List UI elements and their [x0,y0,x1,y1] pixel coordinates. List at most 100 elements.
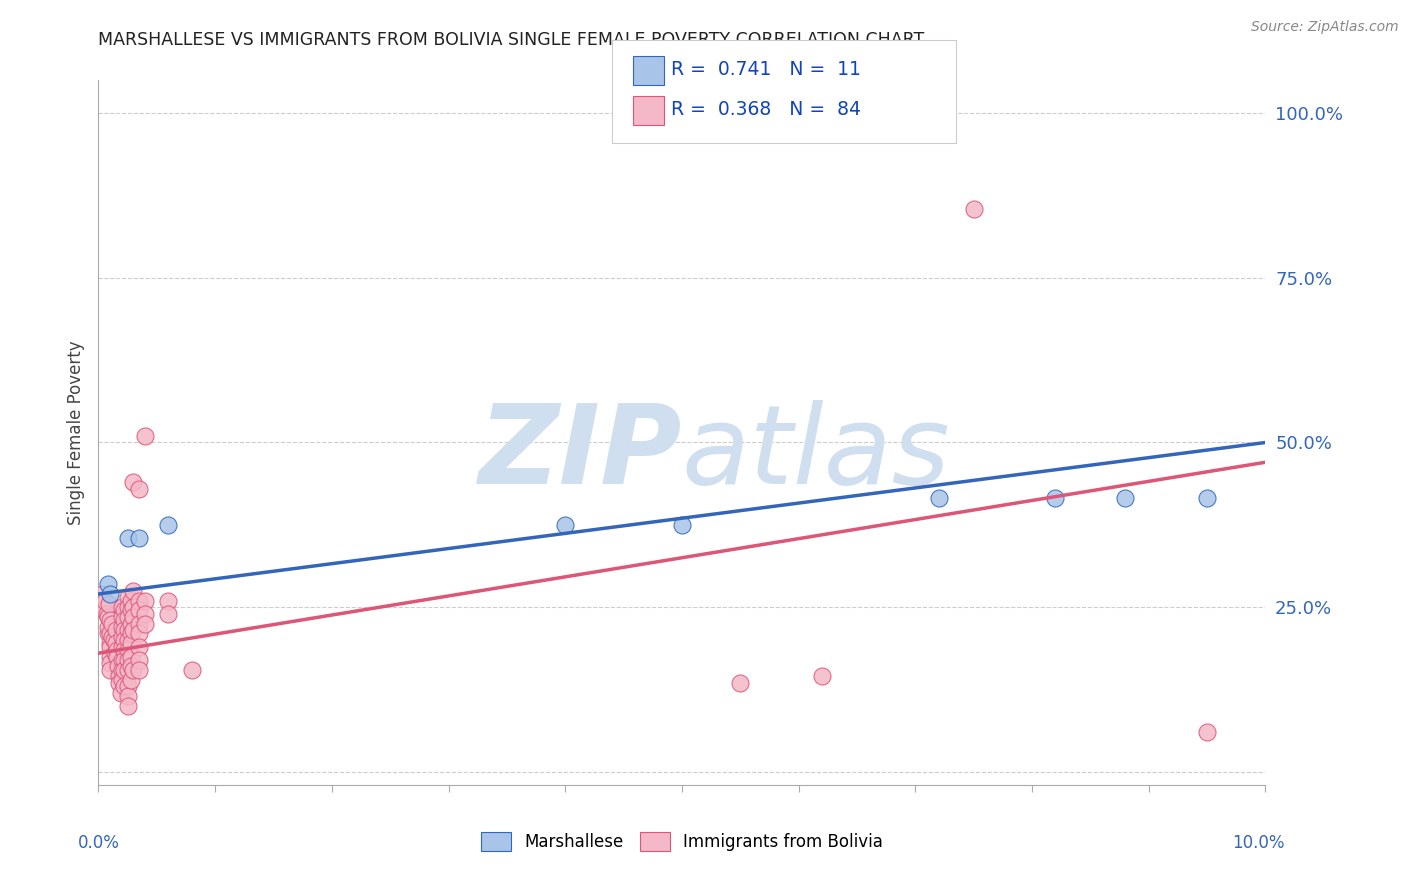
Text: 10.0%: 10.0% [1232,834,1285,852]
Point [101,616,124,631]
Point [98,663,121,677]
Point [120,659,142,673]
Point [117,610,139,624]
Text: 0.0%: 0.0% [77,834,120,852]
Point [128,626,150,640]
Point [111,663,134,677]
Point [122,583,145,598]
Point [962,202,984,216]
Point [128,531,150,545]
Point [112,643,135,657]
Point [112,603,135,617]
Point [117,633,139,648]
Point [112,653,135,667]
Point [117,679,139,693]
Point [120,603,142,617]
Point [122,475,145,489]
Point [157,607,180,621]
Point [134,429,156,443]
Point [108,676,131,690]
Point [134,607,156,621]
Point [112,633,135,648]
Point [120,649,142,664]
Point [1045,491,1067,506]
Legend: Marshallese, Immigrants from Bolivia: Marshallese, Immigrants from Bolivia [474,825,890,858]
Point [671,517,693,532]
Text: MARSHALLESE VS IMMIGRANTS FROM BOLIVIA SINGLE FEMALE POVERTY CORRELATION CHART: MARSHALLESE VS IMMIGRANTS FROM BOLIVIA S… [98,31,925,49]
Point [111,653,134,667]
Point [98,636,121,650]
Point [128,653,150,667]
Point [111,610,134,624]
Point [122,600,145,615]
Point [554,517,576,532]
Point [128,482,150,496]
Point [120,616,142,631]
Point [117,698,139,713]
Point [111,630,134,644]
Point [157,517,180,532]
Point [157,593,180,607]
Point [811,669,834,683]
Point [93,603,115,617]
Point [98,640,121,654]
Point [120,626,142,640]
Point [117,591,139,605]
Point [104,623,127,637]
Text: R =  0.368   N =  84: R = 0.368 N = 84 [671,100,860,120]
Point [1195,491,1218,506]
Point [134,593,156,607]
Point [180,663,202,677]
Point [928,491,950,506]
Point [117,689,139,703]
Point [128,593,150,607]
Point [112,613,135,627]
Point [112,679,135,693]
Point [90,587,112,601]
Point [112,663,135,677]
Point [117,653,139,667]
Point [111,640,134,654]
Point [108,669,131,683]
Point [111,673,134,687]
Point [105,649,128,664]
Point [97,610,120,624]
Text: Source: ZipAtlas.com: Source: ZipAtlas.com [1251,20,1399,34]
Point [117,623,139,637]
Y-axis label: Single Female Poverty: Single Female Poverty [66,341,84,524]
Point [103,633,125,648]
Point [98,649,121,664]
Point [120,636,142,650]
Point [97,626,120,640]
Point [117,531,139,545]
Point [730,676,752,690]
Point [96,607,118,621]
Point [120,673,142,687]
Point [128,616,150,631]
Point [101,630,124,644]
Point [117,600,139,615]
Point [110,686,132,700]
Point [122,610,145,624]
Point [128,640,150,654]
Point [117,643,139,657]
Point [94,593,117,607]
Point [134,616,156,631]
Point [1114,491,1136,506]
Point [107,659,129,673]
Point [122,623,145,637]
Point [117,663,139,677]
Point [98,587,121,601]
Point [97,597,120,611]
Point [97,577,120,591]
Point [128,663,150,677]
Point [104,636,127,650]
Point [128,603,150,617]
Point [111,600,134,615]
Point [98,613,121,627]
Point [97,620,120,634]
Point [104,646,127,660]
Text: ZIP: ZIP [478,401,682,508]
Point [120,593,142,607]
Point [98,656,121,670]
